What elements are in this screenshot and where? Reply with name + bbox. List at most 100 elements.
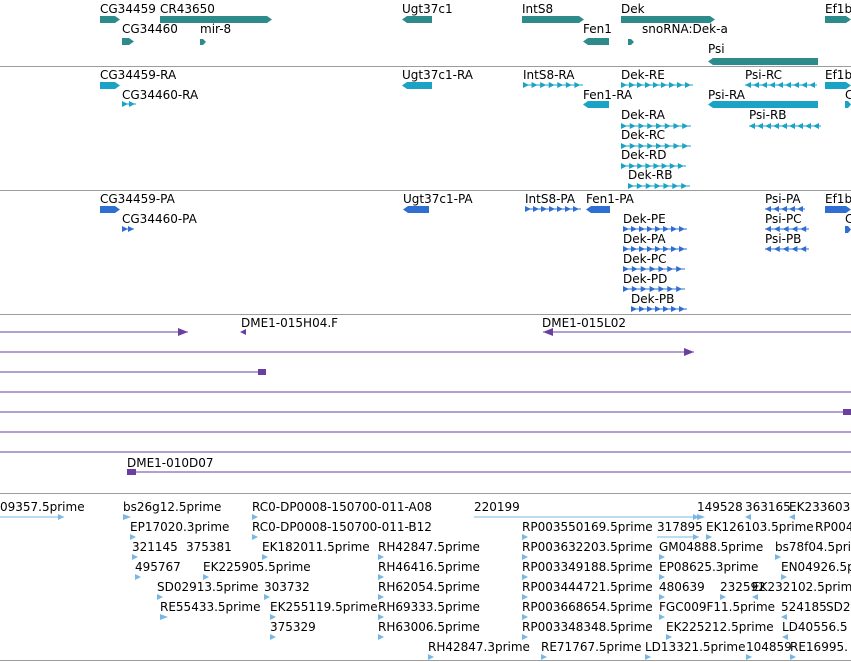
protein-feature-exon[interactable] bbox=[541, 206, 547, 212]
est-feature[interactable] bbox=[270, 634, 276, 640]
gene-feature[interactable] bbox=[200, 39, 206, 45]
transcript-feature-exon[interactable] bbox=[777, 82, 783, 88]
protein-feature-exon[interactable] bbox=[789, 206, 795, 212]
transcript-feature-exon[interactable] bbox=[673, 143, 680, 149]
est-feature[interactable] bbox=[781, 614, 787, 620]
transcript-feature-exon[interactable] bbox=[647, 143, 654, 149]
transcript-feature-exon[interactable] bbox=[129, 101, 135, 107]
transcript-feature-exon[interactable] bbox=[757, 123, 763, 129]
protein-feature-exon[interactable] bbox=[773, 226, 780, 232]
protein-feature-exon[interactable] bbox=[655, 246, 661, 252]
protein-feature-exon[interactable] bbox=[800, 246, 807, 252]
est-feature[interactable] bbox=[752, 594, 758, 600]
protein-feature-exon[interactable] bbox=[631, 286, 638, 292]
protein-feature-exon[interactable] bbox=[765, 246, 771, 252]
protein-feature-exon[interactable] bbox=[639, 226, 645, 232]
est-feature[interactable] bbox=[782, 634, 788, 640]
transcript-feature-exon[interactable] bbox=[621, 163, 627, 169]
est-feature[interactable] bbox=[157, 594, 163, 600]
protein-feature-exon[interactable] bbox=[122, 226, 128, 232]
est-feature[interactable] bbox=[745, 514, 751, 520]
protein-feature-exon[interactable] bbox=[623, 266, 629, 272]
protein-feature-exon[interactable] bbox=[623, 246, 629, 252]
protein-feature-exon[interactable] bbox=[765, 206, 771, 212]
transcript-feature-exon[interactable] bbox=[645, 183, 652, 189]
protein-feature-exon[interactable] bbox=[781, 206, 787, 212]
protein-feature-exon[interactable] bbox=[649, 286, 656, 292]
est-feature[interactable] bbox=[746, 654, 752, 660]
transcript-feature-exon[interactable] bbox=[682, 143, 689, 149]
transcript-feature-exon[interactable] bbox=[661, 82, 667, 88]
transcript-feature-exon[interactable] bbox=[122, 101, 128, 107]
protein-feature-exon[interactable] bbox=[671, 306, 677, 312]
gene-feature[interactable] bbox=[160, 16, 272, 23]
transcript-feature-exon[interactable] bbox=[653, 163, 660, 169]
protein-feature-exon[interactable] bbox=[631, 226, 637, 232]
gene-feature[interactable] bbox=[402, 16, 432, 23]
protein-feature-exon[interactable] bbox=[549, 206, 555, 212]
transcript-feature-exon[interactable] bbox=[789, 123, 795, 129]
protein-feature-exon[interactable] bbox=[679, 306, 685, 312]
clone-end[interactable] bbox=[178, 328, 188, 336]
protein-feature-exon[interactable] bbox=[782, 246, 789, 252]
transcript-feature[interactable] bbox=[100, 82, 120, 89]
transcript-feature-exon[interactable] bbox=[785, 82, 791, 88]
transcript-feature-exon[interactable] bbox=[540, 82, 547, 88]
clone-end[interactable] bbox=[240, 329, 246, 335]
transcript-feature-exon[interactable] bbox=[661, 163, 668, 169]
transcript-feature-exon[interactable] bbox=[638, 143, 645, 149]
protein-feature-exon[interactable] bbox=[631, 306, 637, 312]
protein-feature-exon[interactable] bbox=[797, 206, 803, 212]
transcript-feature-exon[interactable] bbox=[673, 123, 680, 129]
transcript-feature-exon[interactable] bbox=[809, 82, 815, 88]
protein-feature-exon[interactable] bbox=[649, 266, 656, 272]
protein-feature-exon[interactable] bbox=[631, 266, 638, 272]
protein-feature-exon[interactable] bbox=[655, 306, 661, 312]
transcript-feature-exon[interactable] bbox=[769, 82, 775, 88]
est-feature[interactable] bbox=[270, 614, 276, 620]
est-feature[interactable] bbox=[203, 574, 209, 580]
protein-feature-exon[interactable] bbox=[623, 226, 629, 232]
gene-feature[interactable] bbox=[825, 16, 851, 23]
protein-feature-exon[interactable] bbox=[565, 206, 571, 212]
est-feature[interactable] bbox=[428, 654, 434, 660]
protein-feature-exon[interactable] bbox=[765, 226, 771, 232]
est-feature[interactable] bbox=[720, 594, 726, 600]
protein-feature-exon[interactable] bbox=[623, 286, 629, 292]
protein-feature[interactable] bbox=[403, 206, 429, 213]
protein-feature-exon[interactable] bbox=[671, 226, 677, 232]
transcript-feature-exon[interactable] bbox=[664, 123, 671, 129]
est-feature[interactable] bbox=[522, 634, 528, 640]
gene-feature[interactable] bbox=[100, 16, 120, 23]
transcript-feature-exon[interactable] bbox=[672, 183, 679, 189]
transcript-feature-exon[interactable] bbox=[637, 82, 643, 88]
transcript-feature-exon[interactable] bbox=[638, 123, 645, 129]
protein-feature-exon[interactable] bbox=[663, 246, 669, 252]
protein-feature-exon[interactable] bbox=[639, 306, 645, 312]
protein-feature-exon[interactable] bbox=[676, 286, 683, 292]
protein-feature-exon[interactable] bbox=[533, 206, 539, 212]
est-end[interactable] bbox=[693, 534, 699, 540]
transcript-feature-exon[interactable] bbox=[663, 183, 670, 189]
protein-feature-exon[interactable] bbox=[658, 266, 665, 272]
transcript-feature-exon[interactable] bbox=[653, 82, 659, 88]
transcript-feature-exon[interactable] bbox=[677, 82, 683, 88]
transcript-feature-exon[interactable] bbox=[761, 82, 767, 88]
protein-feature-exon[interactable] bbox=[791, 246, 798, 252]
transcript-feature-exon[interactable] bbox=[557, 82, 564, 88]
clone-end[interactable] bbox=[258, 369, 266, 375]
est-feature[interactable] bbox=[645, 654, 651, 660]
protein-feature-exon[interactable] bbox=[639, 246, 645, 252]
transcript-feature-exon[interactable] bbox=[523, 82, 529, 88]
protein-feature-exon[interactable] bbox=[647, 226, 653, 232]
protein-feature-exon[interactable] bbox=[658, 286, 665, 292]
transcript-feature-exon[interactable] bbox=[629, 163, 636, 169]
est-feature[interactable] bbox=[252, 514, 258, 520]
gene-feature[interactable] bbox=[628, 39, 634, 45]
gene-feature[interactable] bbox=[522, 16, 584, 23]
protein-feature-exon[interactable] bbox=[800, 226, 807, 232]
transcript-feature-exon[interactable] bbox=[574, 82, 581, 88]
transcript-feature[interactable] bbox=[825, 82, 851, 89]
protein-feature-exon[interactable] bbox=[525, 206, 531, 212]
transcript-feature-exon[interactable] bbox=[685, 82, 691, 88]
